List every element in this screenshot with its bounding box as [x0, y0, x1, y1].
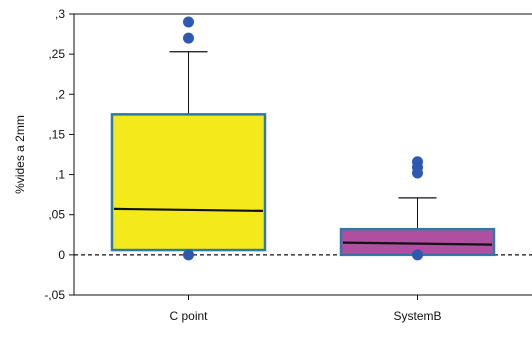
x-tick-label: SystemB	[393, 309, 441, 323]
y-tick-label: ,05	[48, 208, 65, 222]
y-tick-label: ,25	[48, 47, 65, 61]
y-tick-label: ,3	[55, 7, 65, 21]
y-axis-label: %vides a 2mm	[13, 115, 27, 194]
y-tick-label: ,15	[48, 127, 65, 141]
box-c-point	[110, 113, 267, 252]
y-tick-label: 0	[58, 248, 65, 262]
y-tick-label: ,1	[55, 168, 65, 182]
outlier-point	[412, 249, 423, 261]
median-line	[342, 241, 493, 246]
outlier-point	[412, 167, 423, 179]
outlier-point	[183, 249, 194, 261]
y-tick-label: -,05	[44, 288, 65, 302]
y-tick-label: ,2	[55, 87, 65, 101]
x-tick-label: C point	[169, 309, 208, 323]
median-line	[113, 207, 264, 212]
outlier-point	[183, 16, 194, 28]
outlier-point	[183, 32, 194, 44]
